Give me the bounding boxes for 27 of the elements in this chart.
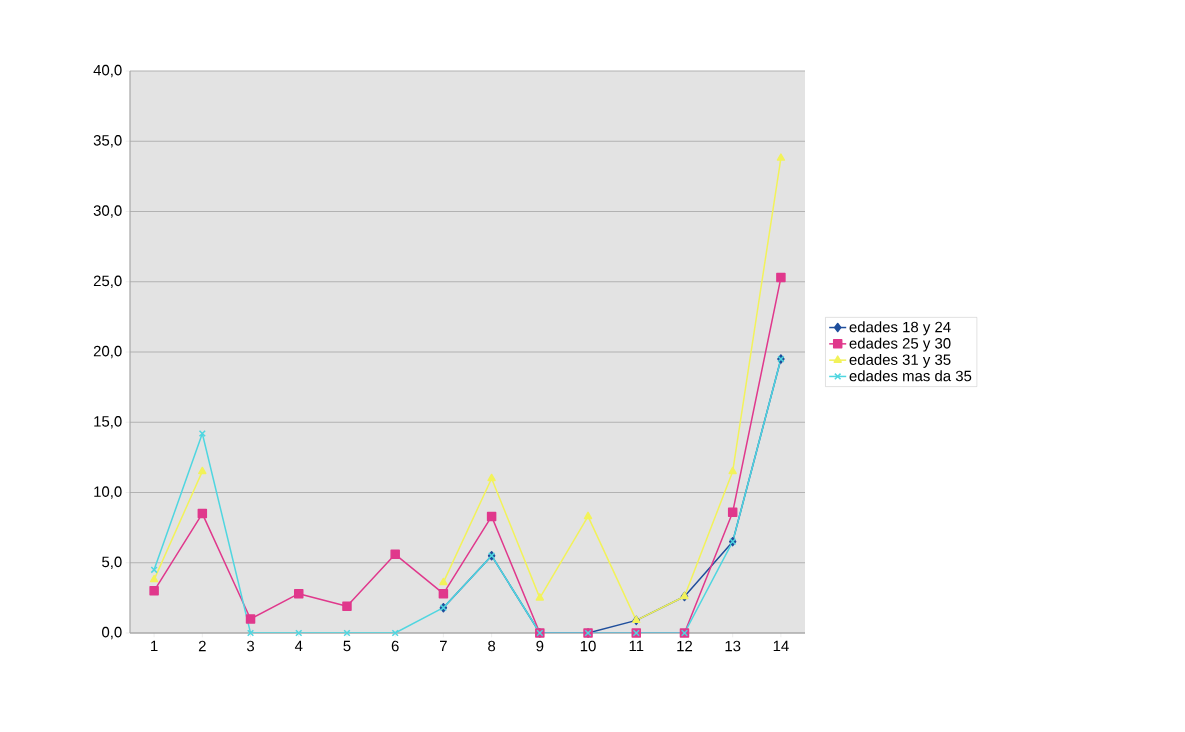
x-tick-label: 9 [536, 640, 544, 652]
legend-label: edades mas da 35 [849, 370, 972, 382]
y-tick-label: 25,0 [93, 275, 122, 288]
y-tick-label: 40,0 [93, 64, 122, 78]
x-tick-label: 3 [246, 640, 255, 652]
x-tick-label: 1 [151, 640, 158, 652]
y-tick-label: 30,0 [93, 205, 122, 218]
y-tick-label: 35,0 [93, 135, 122, 148]
legend-label: edades 25 y 30 [849, 337, 951, 352]
x-tick-label: 11 [629, 640, 644, 652]
y-tick-label: 0,0 [102, 626, 122, 640]
y-tick-label: 15,0 [94, 416, 122, 429]
legend-label: edades 31 y 35 [849, 353, 951, 368]
y-tick-label: 5,0 [102, 556, 122, 569]
x-tick-label: 2 [198, 640, 206, 652]
x-tick-label: 6 [391, 640, 399, 652]
y-tick-label: 10,0 [94, 486, 122, 499]
x-tick-label: 8 [488, 640, 496, 652]
legend-label: edades 18 y 24 [849, 321, 951, 336]
x-tick-label: 12 [677, 640, 693, 652]
x-tick-label: 10 [580, 640, 596, 652]
x-tick-label: 7 [440, 640, 447, 652]
y-tick-label: 20,0 [93, 345, 122, 359]
x-tick-label: 4 [294, 640, 303, 652]
x-tick-label: 5 [343, 640, 351, 652]
x-tick-label: 13 [725, 640, 741, 652]
x-tick-label: 14 [773, 640, 789, 652]
